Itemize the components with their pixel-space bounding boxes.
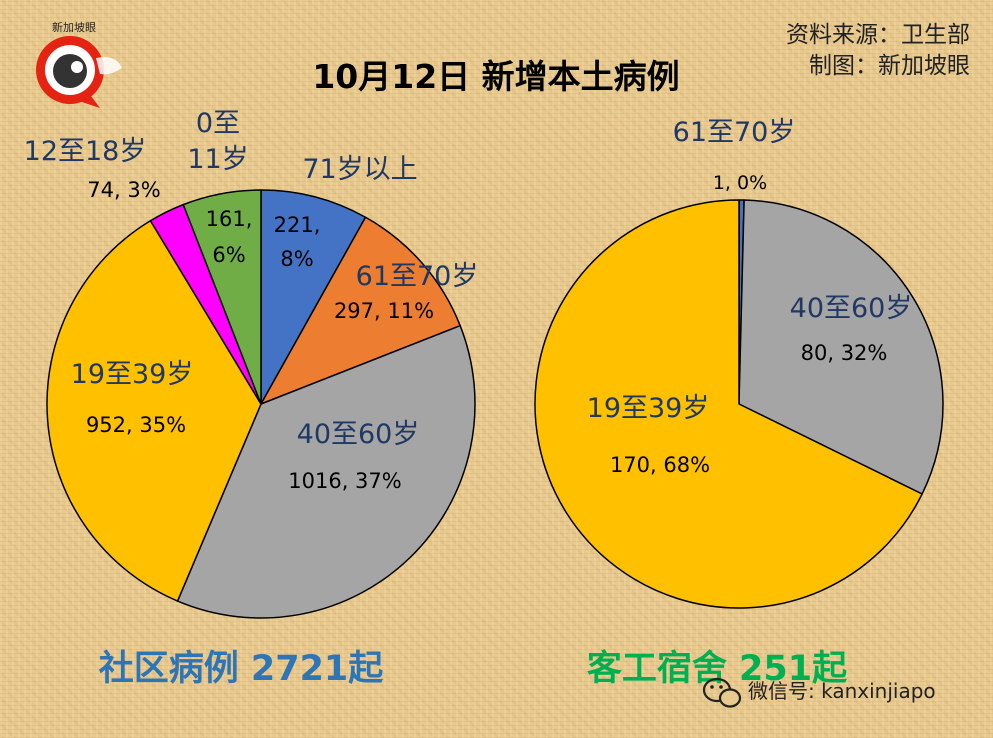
- community-slice-1: [260, 216, 461, 405]
- category-label-0-11-line2: 11岁: [187, 144, 248, 175]
- data-label-74: 74, 3%: [87, 178, 160, 202]
- pie-community-labels: 71岁以上 221, 8% 61至70岁 297, 11% 40至60岁 101…: [24, 108, 479, 493]
- data-label-170: 170, 68%: [610, 453, 710, 477]
- pie-dorm-labels: 61至70岁 1, 0% 40至60岁 80, 32% 19至39岁 170, …: [587, 117, 913, 477]
- category-label-19-39: 19至39岁: [587, 393, 710, 424]
- data-label-952: 952, 35%: [86, 413, 186, 437]
- category-label-61-70: 61至70岁: [673, 117, 796, 148]
- category-label-0-11-line1: 0至: [196, 108, 240, 139]
- data-label-6pct: 6%: [212, 243, 245, 267]
- data-label-221: 221,: [274, 213, 321, 237]
- category-label-40-60: 40至60岁: [297, 419, 420, 450]
- category-label-71-plus: 71岁以上: [302, 154, 417, 185]
- data-label-8pct: 8%: [280, 247, 313, 271]
- data-label-297: 297, 11%: [334, 299, 434, 323]
- caption-dorm: 客工宿舍 251起: [587, 648, 848, 689]
- data-label-1: 1, 0%: [713, 172, 767, 194]
- pie-dorm: [534, 199, 944, 609]
- community-slice-0: [260, 189, 367, 405]
- category-label-61-70: 61至70岁: [356, 261, 479, 292]
- data-label-1016: 1016, 37%: [288, 469, 401, 493]
- chart-title: 10月12日 新增本土病例: [312, 57, 679, 96]
- dorm-slice-2: [534, 199, 923, 609]
- dorm-slice-1: [738, 199, 944, 495]
- wechat-id: 微信号: kanxinjiapo: [748, 679, 936, 703]
- wechat-icon: [702, 677, 742, 708]
- community-slice-2: [176, 324, 476, 619]
- brand-logo: [36, 36, 122, 108]
- pie-community: [46, 189, 476, 619]
- maker-text: 制图：新加坡眼: [809, 53, 970, 79]
- category-label-19-39: 19至39岁: [71, 359, 194, 390]
- logo-text: 新加坡眼: [52, 20, 96, 34]
- community-slice-5: [182, 189, 262, 405]
- data-label-80: 80, 32%: [801, 341, 888, 365]
- category-label-12-18: 12至18岁: [24, 136, 147, 167]
- data-label-161: 161,: [206, 207, 253, 231]
- caption-community: 社区病例 2721起: [99, 649, 385, 689]
- category-label-40-60: 40至60岁: [790, 293, 913, 324]
- source-text: 资料来源：卫生部: [786, 22, 970, 48]
